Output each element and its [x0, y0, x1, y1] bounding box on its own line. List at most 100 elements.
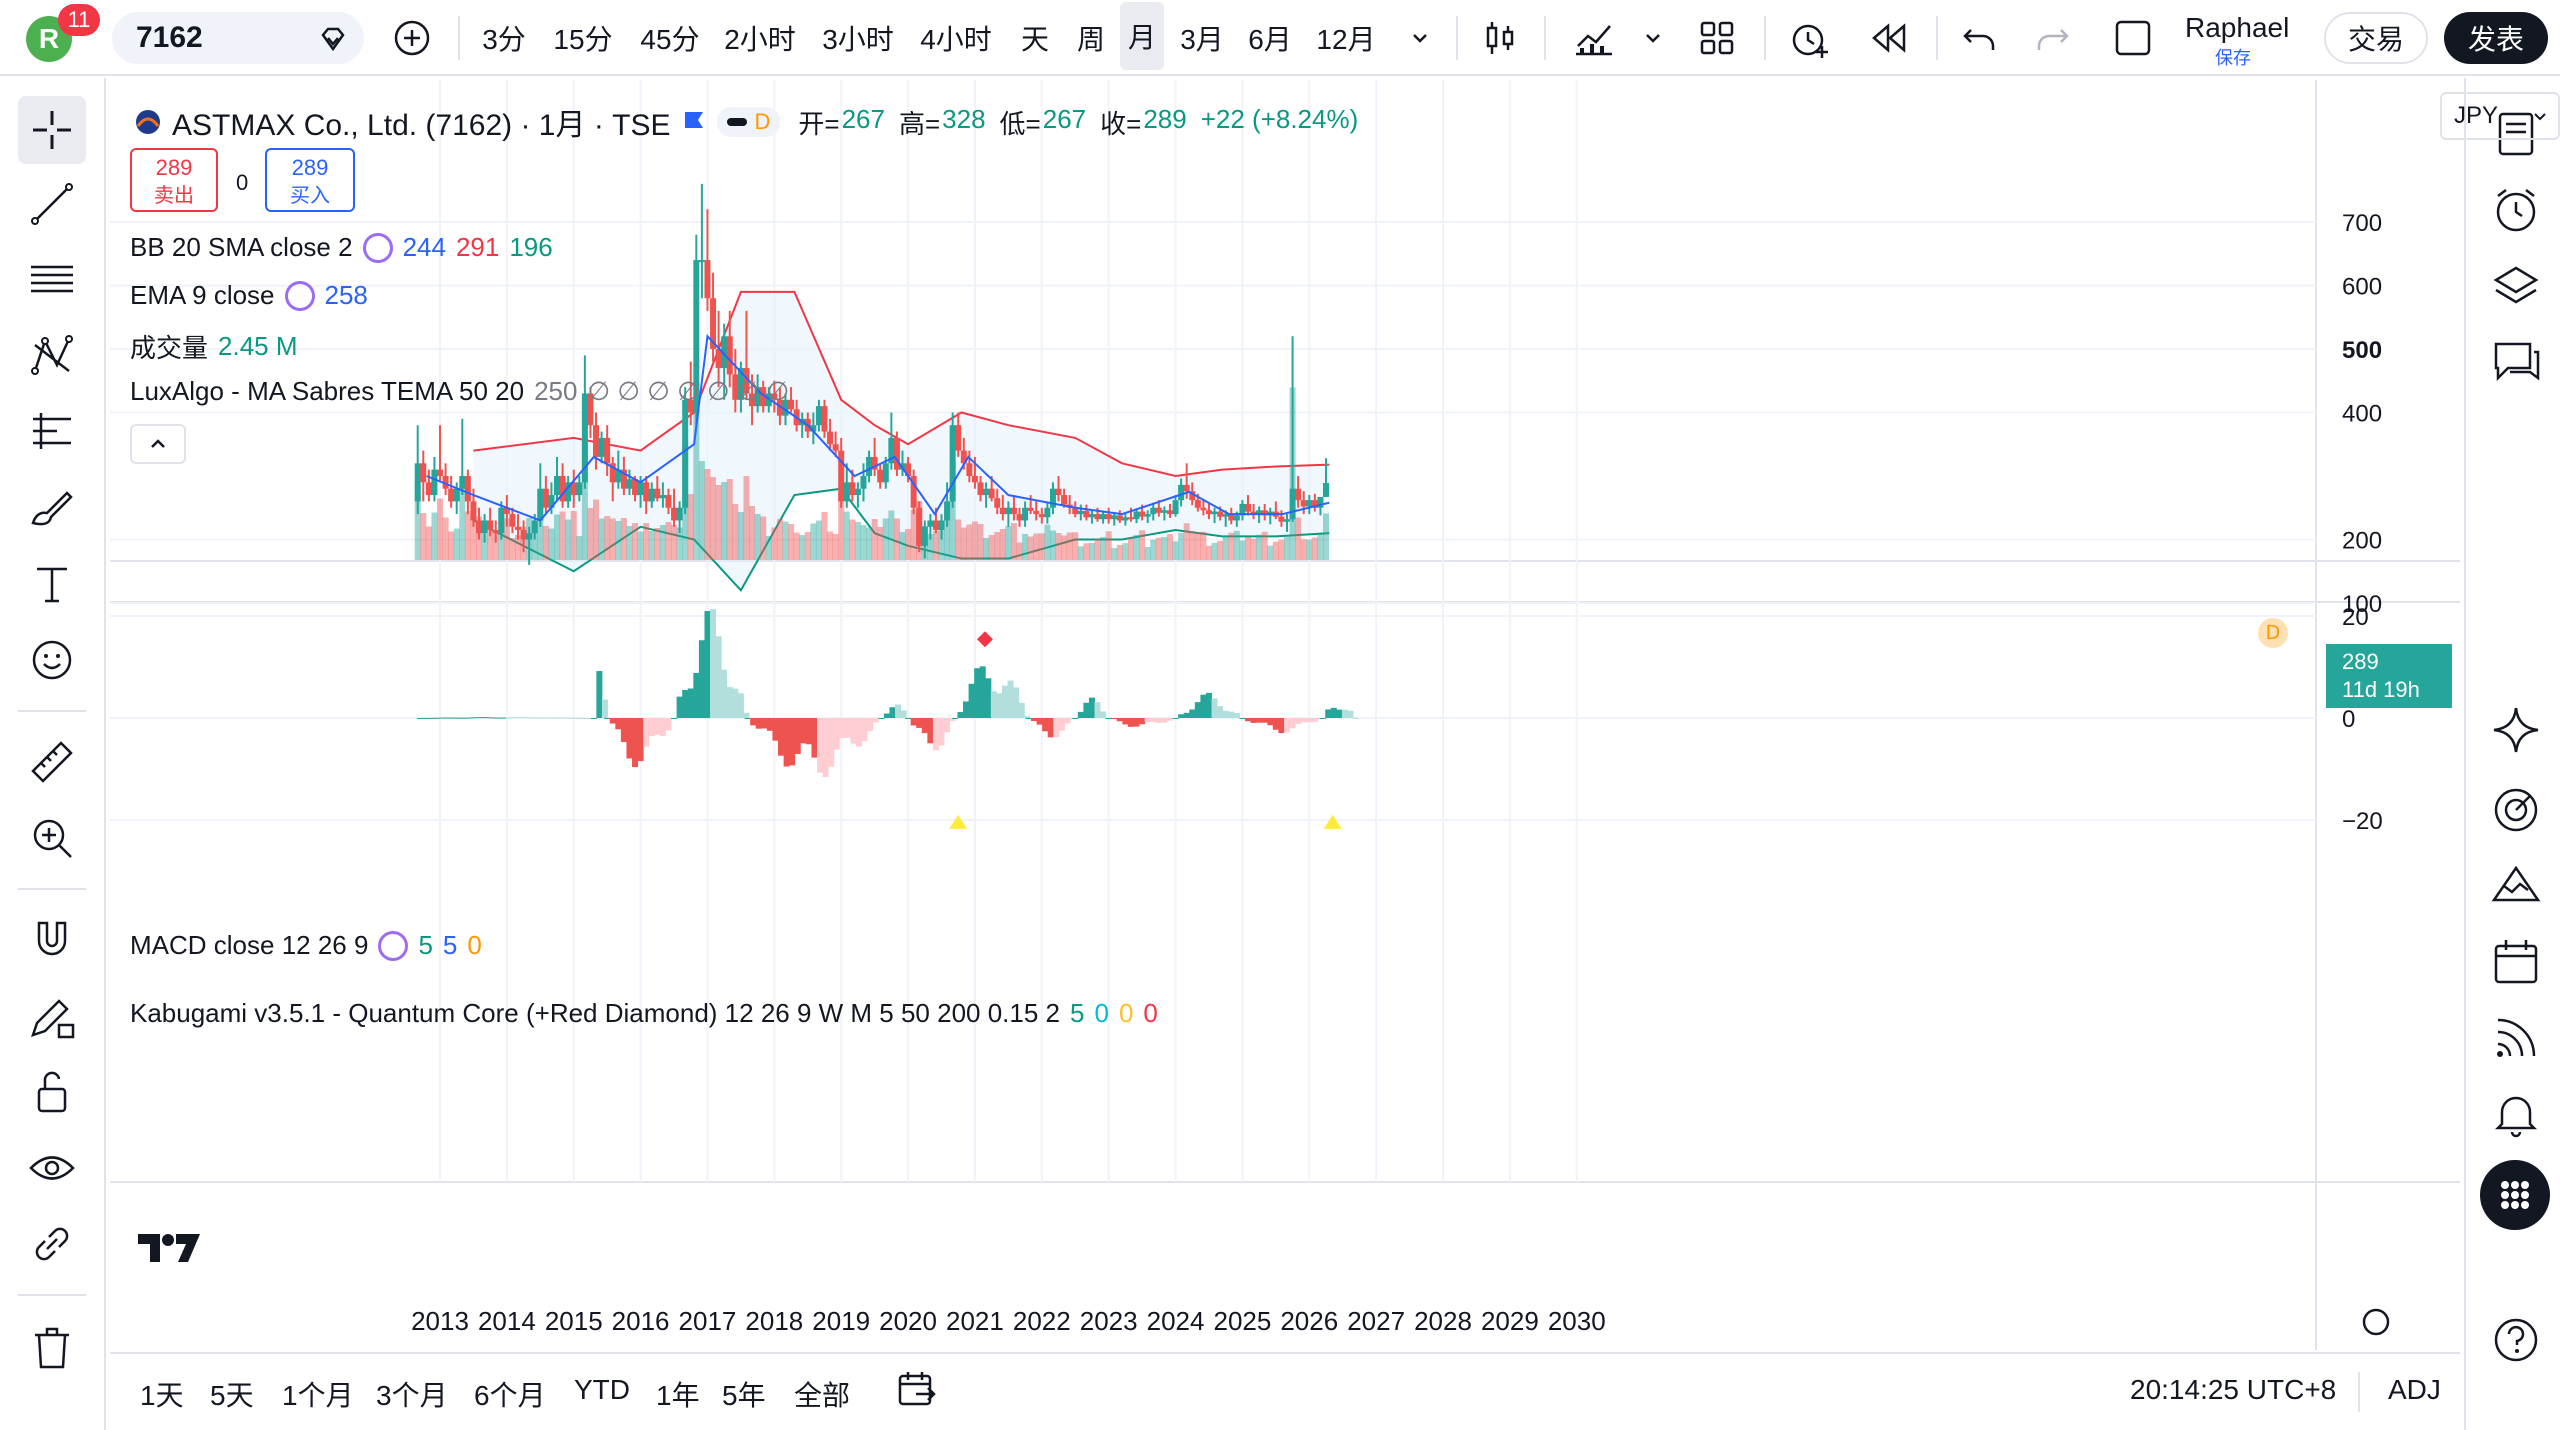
measure-tool[interactable]	[18, 728, 86, 796]
symbol-search[interactable]: 7162	[112, 12, 364, 64]
emoji-tool[interactable]	[18, 626, 86, 694]
magnet-tool[interactable]	[18, 906, 86, 974]
link-tool[interactable]	[18, 1210, 86, 1278]
interval-2[interactable]: 45分	[640, 24, 700, 55]
symbol-title[interactable]: ASTMAX Co., Ltd. (7162) · 1月 · TSE	[172, 109, 671, 142]
indicators-dropdown[interactable]	[1636, 0, 1670, 76]
buy-button[interactable]: 289 买入	[265, 148, 355, 212]
undo-button[interactable]	[1952, 0, 2006, 76]
candle-body	[932, 520, 939, 530]
chart-type-button[interactable]	[1474, 0, 1526, 76]
pattern-tool[interactable]	[18, 322, 86, 390]
interval-4[interactable]: 3小时	[822, 24, 894, 55]
hide-drawings-tool[interactable]	[18, 1134, 86, 1202]
interval-8[interactable]: 月	[1120, 2, 1164, 70]
range-7[interactable]: 5年	[722, 1380, 766, 1411]
separator	[18, 710, 86, 712]
zoom-tool[interactable]	[18, 804, 86, 872]
currency-value: JPY	[2454, 102, 2499, 129]
add-symbol-button[interactable]	[384, 0, 440, 76]
luxalgo-legend[interactable]: LuxAlgo - MA Sabres TEMA 50 20 250 ∅ ∅ ∅…	[130, 376, 789, 407]
diamond-icon[interactable]	[318, 24, 348, 54]
axis-settings-icon[interactable]	[2362, 1308, 2390, 1336]
products-button[interactable]	[2480, 1160, 2550, 1230]
tradingview-logo-icon[interactable]	[136, 1230, 202, 1266]
chart-area[interactable]: 2013 2014 2015 2016 2017 2018 2019 2020 2021 2022…	[110, 80, 2560, 1350]
save-label[interactable]: 保存	[2215, 48, 2251, 68]
volume-bar	[1100, 537, 1107, 560]
range-5[interactable]: YTD	[574, 1374, 630, 1405]
text-tool[interactable]	[18, 550, 86, 618]
range-2[interactable]: 1个月	[282, 1380, 354, 1411]
trade-button[interactable]: 交易	[2324, 12, 2428, 64]
bb-legend[interactable]: BB 20 SMA close 2 244 291 196	[130, 232, 553, 263]
trash-icon	[35, 1327, 69, 1369]
interval-6[interactable]: 天	[1020, 24, 1049, 55]
collapse-legend-button[interactable]	[130, 424, 186, 464]
interval-dropdown[interactable]	[1400, 0, 1440, 76]
fib-tool[interactable]	[18, 246, 86, 314]
adjust-toggle[interactable]: ADJ	[2388, 1374, 2441, 1405]
clock[interactable]: 20:14:25 UTC+8	[2130, 1374, 2337, 1405]
chats-button[interactable]	[2484, 330, 2548, 394]
interval-1[interactable]: 15分	[553, 24, 613, 55]
layout-button[interactable]	[1690, 0, 1744, 76]
interval-10[interactable]: 6月	[1248, 24, 1292, 55]
range-0[interactable]: 1天	[140, 1380, 184, 1411]
interval-11[interactable]: 12月	[1316, 24, 1376, 55]
currency-select[interactable]: JPY	[2440, 92, 2560, 140]
volume-bar	[1061, 535, 1068, 560]
crosshair-tool[interactable]	[18, 96, 86, 164]
trendline-tool[interactable]	[18, 170, 86, 238]
interval-0[interactable]: 3分	[482, 24, 526, 55]
pine-editor-button[interactable]	[2484, 854, 2548, 918]
forecast-tool[interactable]	[18, 398, 86, 466]
candle-body	[860, 476, 867, 489]
lock-drawings-tool[interactable]	[18, 1058, 86, 1126]
kabugami-legend[interactable]: Kabugami v3.5.1 - Quantum Core (+Red Dia…	[130, 998, 1158, 1029]
redo-button[interactable]	[2026, 0, 2080, 76]
range-8[interactable]: 全部	[794, 1380, 851, 1411]
range-3[interactable]: 3个月	[376, 1380, 448, 1411]
goto-date-button[interactable]	[896, 1368, 938, 1417]
object-tree-button[interactable]	[2484, 254, 2548, 318]
square-icon	[2115, 20, 2151, 56]
indicators-button[interactable]	[1562, 0, 1626, 76]
watchlist-button[interactable]	[2484, 102, 2548, 166]
interval-3[interactable]: 2小时	[724, 24, 796, 55]
flag-icon[interactable]	[681, 109, 707, 135]
alert-button[interactable]	[1782, 0, 1838, 76]
interval-5[interactable]: 4小时	[920, 24, 992, 55]
volume-bar	[1133, 534, 1140, 560]
calendar-button[interactable]	[2484, 930, 2548, 994]
delete-drawings-tool[interactable]	[18, 1314, 86, 1382]
ideas-button[interactable]	[2484, 698, 2548, 762]
candle-body	[877, 469, 884, 483]
range-4[interactable]: 6个月	[474, 1380, 546, 1411]
interval-9[interactable]: 3月	[1180, 24, 1224, 55]
interval-7[interactable]: 周	[1076, 24, 1105, 55]
range-6[interactable]: 1年	[656, 1380, 700, 1411]
notifications-button[interactable]	[2484, 1082, 2548, 1146]
stay-drawing-tool[interactable]	[18, 982, 86, 1050]
news-button[interactable]	[2484, 1006, 2548, 1070]
dividend-marker[interactable]: D	[2258, 618, 2288, 648]
osc-bar	[1205, 692, 1212, 718]
help-button[interactable]	[2484, 1308, 2548, 1372]
chart-canvas[interactable]: 2013 2014 2015 2016 2017 2018 2019 2020 2021 2022…	[110, 80, 2460, 1350]
range-1[interactable]: 5天	[210, 1380, 254, 1411]
publish-button[interactable]: 发表	[2444, 12, 2548, 64]
replay-button[interactable]	[1860, 0, 1916, 76]
sell-button[interactable]: 289 卖出	[130, 148, 218, 212]
brush-tool[interactable]	[18, 474, 86, 542]
screener-button[interactable]	[2484, 778, 2548, 842]
volume-bar	[893, 518, 900, 560]
layout-save-button[interactable]	[2106, 0, 2160, 76]
volume-bar	[581, 439, 588, 560]
alerts-button[interactable]	[2484, 178, 2548, 242]
ema-legend[interactable]: EMA 9 close 258	[130, 280, 368, 311]
volume-legend[interactable]: 成交量 2.45 M	[130, 328, 298, 365]
volume-bar	[815, 520, 822, 560]
layout-name[interactable]: Raphael	[2185, 12, 2290, 43]
macd-legend[interactable]: MACD close 12 26 9 5 5 0	[130, 930, 482, 961]
